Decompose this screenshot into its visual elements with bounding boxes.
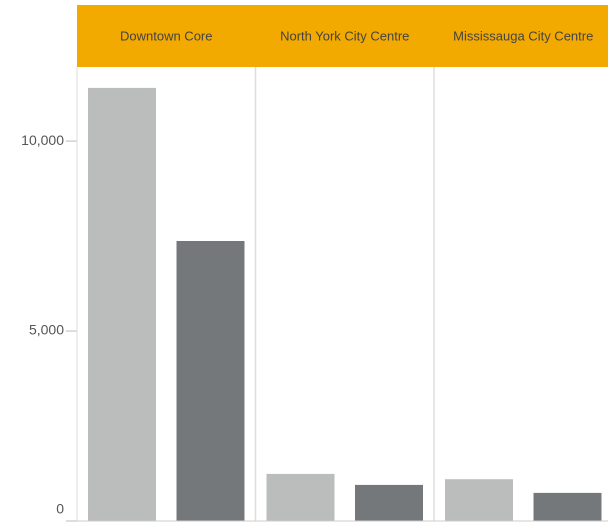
bar [355,484,423,521]
facet-label: Mississauga City Centre [453,28,593,43]
facet-header [77,5,608,67]
y-tick-label: 5,000 [29,322,64,338]
bar [445,479,513,521]
bar [266,473,335,521]
bar [88,87,156,522]
bar [533,492,602,521]
facet-label: Downtown Core [120,28,213,43]
y-tick-label: 0 [56,501,64,517]
y-tick-label: 10,000 [21,132,64,148]
bar [176,241,245,521]
facet-label: North York City Centre [280,28,409,43]
